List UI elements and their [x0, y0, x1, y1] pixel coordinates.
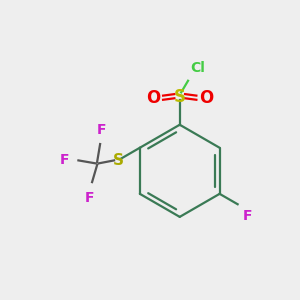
Text: Cl: Cl	[190, 61, 205, 75]
Text: S: S	[174, 88, 186, 106]
Text: S: S	[112, 153, 123, 168]
Text: F: F	[243, 209, 252, 223]
Text: F: F	[85, 191, 94, 205]
Text: F: F	[97, 123, 106, 136]
Text: F: F	[60, 153, 70, 167]
Text: O: O	[199, 89, 214, 107]
Text: O: O	[146, 89, 160, 107]
